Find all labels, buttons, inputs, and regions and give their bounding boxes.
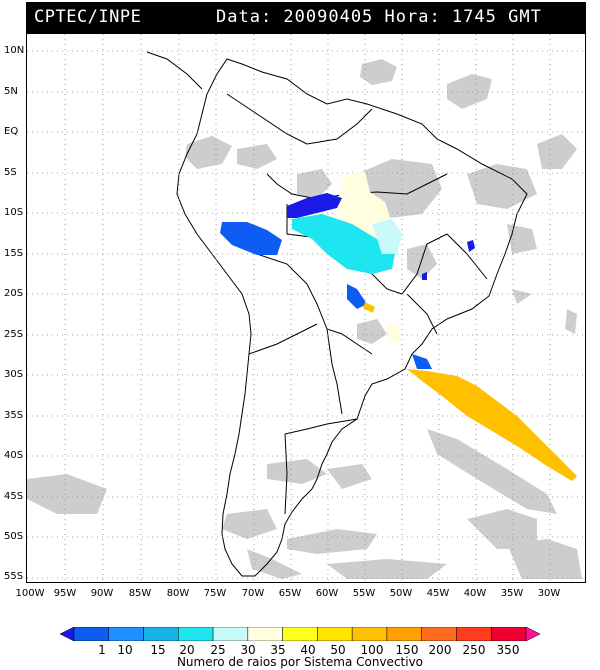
colorbar-swatch	[73, 627, 110, 641]
convective-systems	[220, 172, 577, 481]
colorbar-swatch	[108, 627, 144, 641]
lon-label: 75W	[203, 588, 227, 599]
colorbar-swatch	[386, 627, 422, 641]
colorbar-swatch	[421, 627, 457, 641]
lat-label: 25S	[4, 329, 24, 340]
lon-label: 30W	[537, 588, 561, 599]
colorbar-label: 25	[210, 643, 226, 657]
lat-label: 5N	[4, 86, 18, 97]
colorbar-swatch	[212, 627, 249, 641]
colorbar-swatches	[73, 627, 527, 641]
colorbar	[60, 627, 540, 641]
lon-label: 55W	[352, 588, 376, 599]
colorbar-swatch	[247, 627, 283, 641]
lat-label: 55S	[4, 571, 24, 582]
colorbar-label: 20	[179, 643, 195, 657]
lon-label: 80W	[166, 588, 190, 599]
colorbar-arrow-right	[525, 627, 540, 641]
datetime-title: Data: 20090405 Hora: 1745 GMT	[216, 7, 542, 27]
map-svg	[27, 34, 585, 582]
lat-label: 15S	[4, 248, 24, 259]
lat-label: 10N	[4, 45, 25, 56]
lon-label: 50W	[389, 588, 413, 599]
colorbar-swatch	[178, 627, 214, 641]
lat-label: 40S	[4, 450, 24, 461]
lightning-map	[26, 33, 586, 583]
colorbar-swatch	[456, 627, 492, 641]
colorbar-label: 150	[395, 643, 419, 657]
agency-title: CPTEC/INPE	[34, 7, 142, 27]
lat-label: 45S	[4, 491, 24, 502]
lon-label: 95W	[53, 588, 77, 599]
lon-label: 65W	[278, 588, 302, 599]
colorbar-arrow-left	[60, 627, 75, 641]
lat-label: 35S	[4, 410, 24, 421]
colorbar-label: 1	[98, 643, 106, 657]
colorbar-label: 35	[270, 643, 286, 657]
lon-label: 35W	[500, 588, 524, 599]
colorbar-label: 200	[428, 643, 452, 657]
gridlines	[27, 34, 585, 582]
lat-label: 10S	[4, 207, 24, 218]
colorbar-label: 15	[150, 643, 166, 657]
lon-label: 45W	[426, 588, 450, 599]
lat-label: 30S	[4, 369, 24, 380]
colorbar-caption: Numero de raios por Sistema Convectivo	[176, 655, 424, 669]
lat-label: EQ	[4, 126, 19, 137]
lon-label: 70W	[241, 588, 265, 599]
lat-label: 5S	[4, 167, 17, 178]
colorbar-swatch	[143, 627, 179, 641]
lon-label: 40W	[463, 588, 487, 599]
colorbar-swatch	[351, 627, 388, 641]
colorbar-label: 30	[240, 643, 256, 657]
colorbar-label: 100	[360, 643, 384, 657]
lat-label: 20S	[4, 288, 24, 299]
lon-label: 90W	[90, 588, 114, 599]
colorbar-label: 50	[330, 643, 346, 657]
lon-label: 60W	[315, 588, 339, 599]
colorbar-swatch	[490, 627, 527, 641]
colorbar-label: 10	[117, 643, 133, 657]
lat-label: 50S	[4, 531, 24, 542]
colorbar-label: 40	[300, 643, 316, 657]
colorbar-label: 250	[462, 643, 486, 657]
colorbar-swatch	[317, 627, 353, 641]
colorbar-swatch	[282, 627, 318, 641]
lon-label: 100W	[15, 588, 45, 599]
lon-label: 85W	[128, 588, 152, 599]
colorbar-label: 350	[496, 643, 520, 657]
cloud-cover	[27, 59, 582, 579]
coastlines	[146, 51, 528, 577]
title-bar: CPTEC/INPE Data: 20090405 Hora: 1745 GMT	[26, 2, 586, 33]
